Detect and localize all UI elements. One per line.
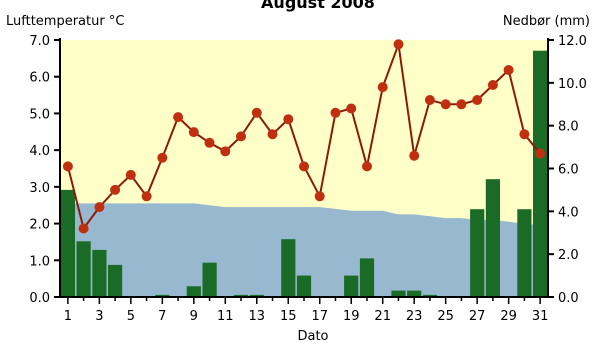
point-day-5 bbox=[125, 169, 136, 180]
y-right-tick-label: 2.0 bbox=[558, 248, 579, 263]
bar-day-9 bbox=[186, 286, 201, 297]
bar-day-2 bbox=[76, 241, 91, 297]
point-day-12 bbox=[236, 131, 246, 142]
x-tick-label: 25 bbox=[437, 309, 454, 324]
bar-day-28 bbox=[485, 179, 500, 297]
x-tick-label: 1 bbox=[64, 309, 72, 324]
x-tick-label: 31 bbox=[532, 309, 549, 324]
line-series bbox=[62, 39, 546, 234]
x-tick-label: 27 bbox=[469, 309, 486, 324]
y-right-tick-label: 10.0 bbox=[558, 77, 587, 92]
bar-day-20 bbox=[359, 258, 375, 297]
x-tick-label: 11 bbox=[217, 309, 234, 324]
point-day-13 bbox=[251, 107, 262, 118]
point-day-14 bbox=[267, 129, 278, 140]
bar-series bbox=[60, 50, 548, 298]
point-day-7 bbox=[157, 152, 168, 163]
x-tick-label: 9 bbox=[190, 309, 198, 324]
bar-day-1 bbox=[60, 189, 75, 297]
point-day-25 bbox=[440, 99, 451, 110]
point-day-2 bbox=[78, 223, 89, 234]
point-day-23 bbox=[409, 150, 420, 161]
x-tick-label: 23 bbox=[406, 309, 423, 324]
x-tick-label: 7 bbox=[158, 309, 166, 324]
bar-day-3 bbox=[92, 249, 107, 297]
y-right-tick-label: 12.0 bbox=[558, 34, 587, 49]
point-day-29 bbox=[503, 65, 514, 75]
bar-day-31 bbox=[533, 50, 548, 298]
y-left-tick-label: 0.0 bbox=[29, 291, 50, 306]
point-day-8 bbox=[173, 112, 184, 123]
point-day-19 bbox=[346, 103, 357, 114]
bar-day-19 bbox=[344, 275, 359, 297]
point-day-17 bbox=[314, 191, 325, 202]
bar-day-10 bbox=[202, 262, 217, 297]
point-day-11 bbox=[220, 146, 231, 157]
y-axis-left-label: Lufttemperatur °C bbox=[6, 14, 124, 29]
point-day-3 bbox=[94, 202, 105, 213]
x-tick-label: 15 bbox=[280, 309, 297, 324]
bar-day-16 bbox=[296, 275, 312, 297]
area-series bbox=[60, 203, 548, 297]
point-day-27 bbox=[472, 95, 483, 105]
point-day-1 bbox=[62, 161, 73, 172]
bar-day-23 bbox=[407, 290, 422, 297]
point-day-18 bbox=[330, 107, 341, 118]
point-day-28 bbox=[487, 80, 498, 90]
y-left-tick-label: 6.0 bbox=[29, 71, 50, 86]
x-tick-label: 19 bbox=[343, 309, 360, 324]
x-axis-label: Dato bbox=[297, 329, 328, 344]
y-left-tick-label: 3.0 bbox=[29, 181, 50, 196]
bar-day-4 bbox=[108, 264, 123, 297]
y-right-tick-label: 0.0 bbox=[558, 291, 579, 306]
chart-title: August 2008 bbox=[261, 0, 375, 12]
x-tick-label: 13 bbox=[249, 309, 266, 324]
bar-day-13 bbox=[249, 294, 264, 297]
y-left-tick-label: 5.0 bbox=[29, 107, 50, 122]
x-tick-label: 29 bbox=[500, 309, 517, 324]
point-day-21 bbox=[377, 82, 388, 93]
y-axis-right-label: Nedbør (mm) bbox=[503, 14, 590, 29]
bar-day-30 bbox=[517, 209, 532, 297]
x-tick-label: 5 bbox=[127, 309, 135, 324]
point-day-10 bbox=[204, 137, 215, 148]
point-day-9 bbox=[188, 127, 199, 138]
x-tick-label: 3 bbox=[95, 309, 103, 324]
point-day-26 bbox=[456, 99, 467, 110]
x-tick-label: 21 bbox=[374, 309, 391, 324]
y-left-tick-label: 2.0 bbox=[29, 218, 50, 233]
bar-day-12 bbox=[233, 294, 249, 297]
point-day-20 bbox=[362, 161, 372, 172]
area-fill bbox=[60, 203, 548, 297]
y-right-tick-label: 4.0 bbox=[558, 205, 579, 220]
axes bbox=[54, 38, 554, 304]
bar-day-7 bbox=[155, 294, 170, 297]
point-day-31 bbox=[535, 148, 546, 159]
point-day-4 bbox=[110, 184, 121, 195]
bar-day-15 bbox=[281, 239, 296, 297]
tick-labels: 0.0 1.0 2.0 3.0 4.0 5.0 6.0 7.0 0.0 2.0 4.0 6.0 8.0 1… bbox=[29, 34, 587, 324]
point-day-16 bbox=[299, 161, 309, 172]
y-right-tick-label: 6.0 bbox=[558, 163, 579, 178]
y-right-tick-label: 8.0 bbox=[558, 120, 579, 135]
x-tick-label: 17 bbox=[311, 309, 328, 324]
point-day-15 bbox=[283, 114, 294, 125]
y-left-tick-label: 7.0 bbox=[29, 34, 50, 49]
y-left-tick-label: 4.0 bbox=[29, 144, 50, 159]
bar-day-22 bbox=[391, 290, 406, 297]
bar-day-24 bbox=[422, 294, 438, 297]
point-day-24 bbox=[424, 95, 435, 105]
point-day-30 bbox=[519, 129, 530, 140]
y-left-tick-label: 1.0 bbox=[29, 254, 50, 269]
point-day-22 bbox=[393, 39, 404, 50]
bar-day-27 bbox=[470, 209, 485, 297]
point-day-6 bbox=[141, 191, 152, 202]
